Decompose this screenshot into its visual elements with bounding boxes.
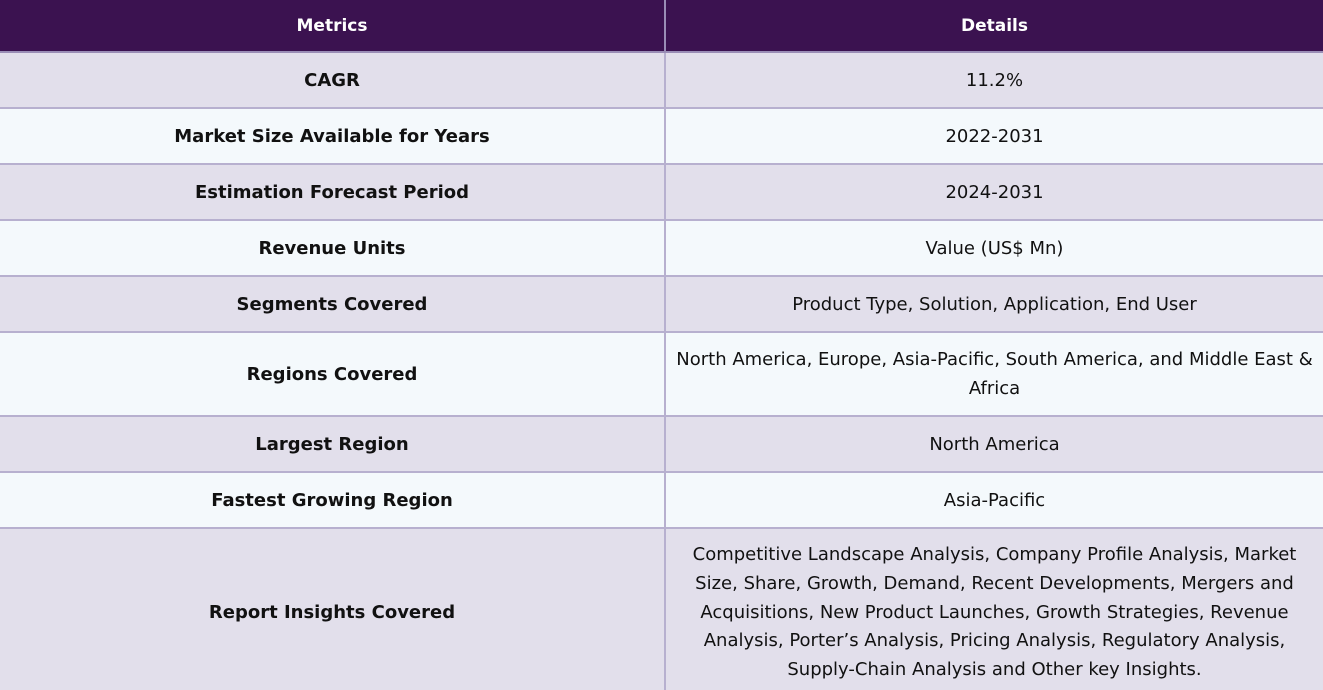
metric-cell-market-size-years: Market Size Available for Years xyxy=(0,107,666,165)
table-row: Regions Covered North America, Europe, A… xyxy=(0,331,1323,417)
table-row: CAGR 11.2% xyxy=(0,51,1323,109)
table-row: Segments Covered Product Type, Solution,… xyxy=(0,275,1323,333)
detail-cell-regions-covered: North America, Europe, Asia-Pacific, Sou… xyxy=(664,331,1323,417)
metric-cell-cagr: CAGR xyxy=(0,51,666,109)
metric-cell-fastest-growing-region: Fastest Growing Region xyxy=(0,471,666,529)
table-row: Estimation Forecast Period 2024-2031 xyxy=(0,163,1323,221)
table-row: Report Insights Covered Competitive Land… xyxy=(0,527,1323,690)
detail-cell-market-size-years: 2022-2031 xyxy=(664,107,1323,165)
table-row: Market Size Available for Years 2022-203… xyxy=(0,107,1323,165)
detail-cell-fastest-growing-region: Asia-Pacific xyxy=(664,471,1323,529)
detail-cell-forecast-period: 2024-2031 xyxy=(664,163,1323,221)
table-row: Largest Region North America xyxy=(0,415,1323,473)
table-header-row: Metrics Details xyxy=(0,0,1323,53)
detail-cell-report-insights: Competitive Landscape Analysis, Company … xyxy=(664,527,1323,690)
detail-cell-cagr: 11.2% xyxy=(664,51,1323,109)
metric-cell-report-insights: Report Insights Covered xyxy=(0,527,666,690)
metric-cell-regions-covered: Regions Covered xyxy=(0,331,666,417)
metric-cell-segments-covered: Segments Covered xyxy=(0,275,666,333)
metrics-column-header: Metrics xyxy=(0,0,666,53)
metric-cell-revenue-units: Revenue Units xyxy=(0,219,666,277)
metric-cell-largest-region: Largest Region xyxy=(0,415,666,473)
details-column-header: Details xyxy=(664,0,1323,53)
detail-cell-largest-region: North America xyxy=(664,415,1323,473)
detail-cell-revenue-units: Value (US$ Mn) xyxy=(664,219,1323,277)
metric-cell-forecast-period: Estimation Forecast Period xyxy=(0,163,666,221)
table-row: Revenue Units Value (US$ Mn) xyxy=(0,219,1323,277)
detail-cell-segments-covered: Product Type, Solution, Application, End… xyxy=(664,275,1323,333)
table-row: Fastest Growing Region Asia-Pacific xyxy=(0,471,1323,529)
